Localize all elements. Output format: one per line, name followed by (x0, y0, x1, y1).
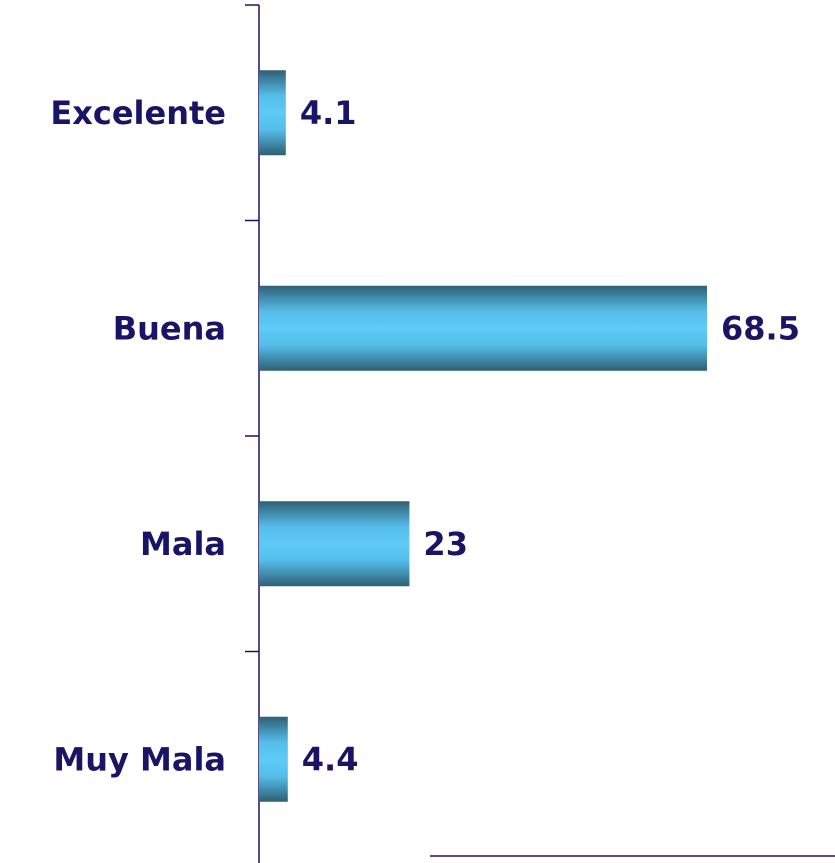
data-label: 68.5 (721, 309, 800, 347)
y-tick-label: Mala (140, 525, 226, 563)
data-label: 4.1 (300, 94, 357, 132)
bar (259, 70, 286, 156)
y-tick-label: Buena (113, 309, 226, 347)
bar (259, 285, 707, 371)
y-tick-label: Excelente (50, 94, 226, 132)
data-label: 23 (423, 525, 468, 563)
bar (259, 501, 410, 587)
bar (259, 716, 288, 802)
y-tick-label: Muy Mala (53, 740, 226, 778)
data-label: 4.4 (302, 740, 359, 778)
